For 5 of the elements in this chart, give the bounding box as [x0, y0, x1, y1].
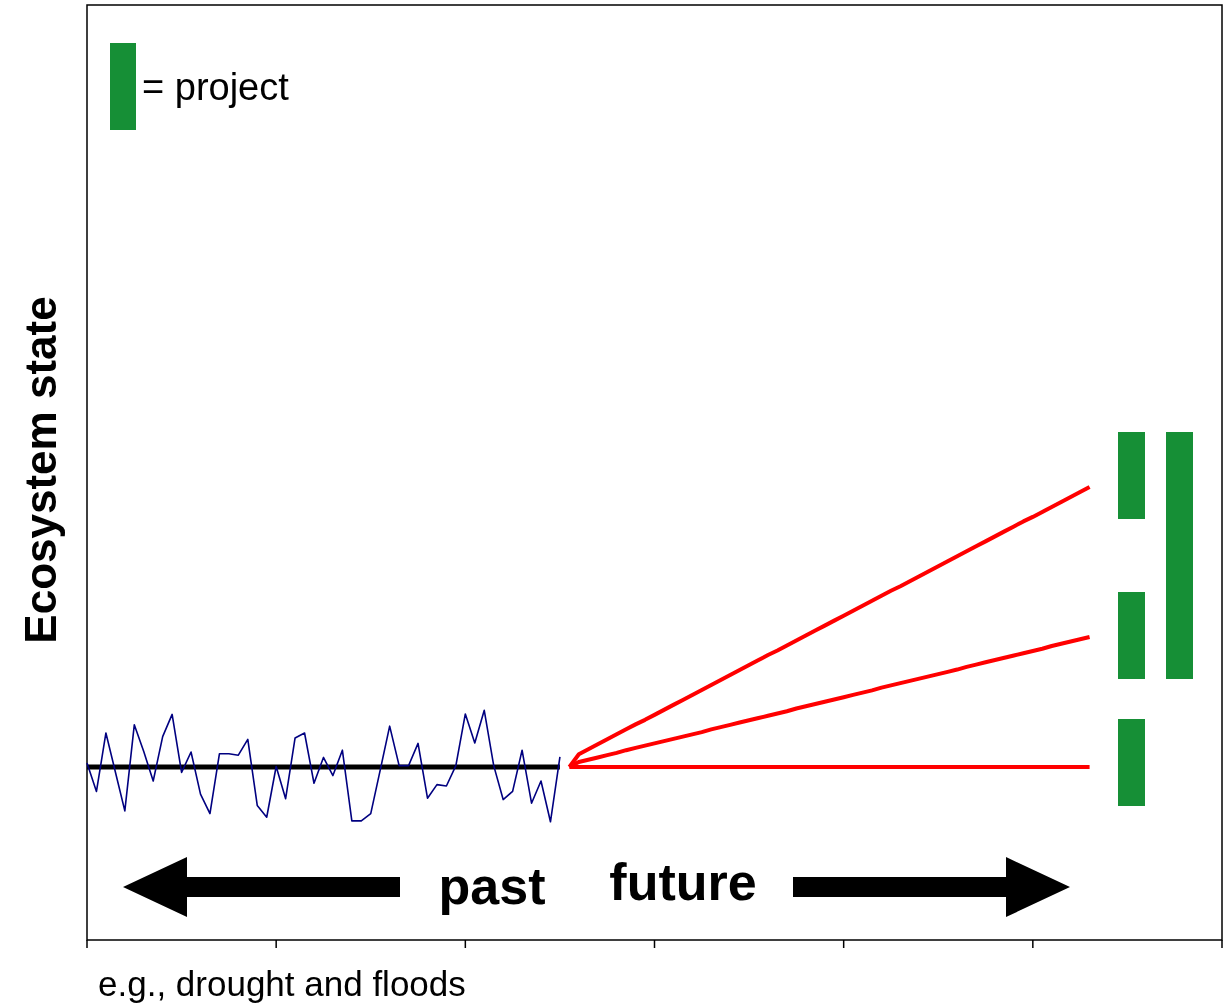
x-axis-title: e.g., drought and floods	[98, 964, 466, 1003]
annotation: past	[438, 857, 546, 915]
annotation: future	[609, 853, 757, 911]
text: = project	[142, 66, 290, 108]
y-axis-title: Ecosystem state	[16, 296, 65, 644]
